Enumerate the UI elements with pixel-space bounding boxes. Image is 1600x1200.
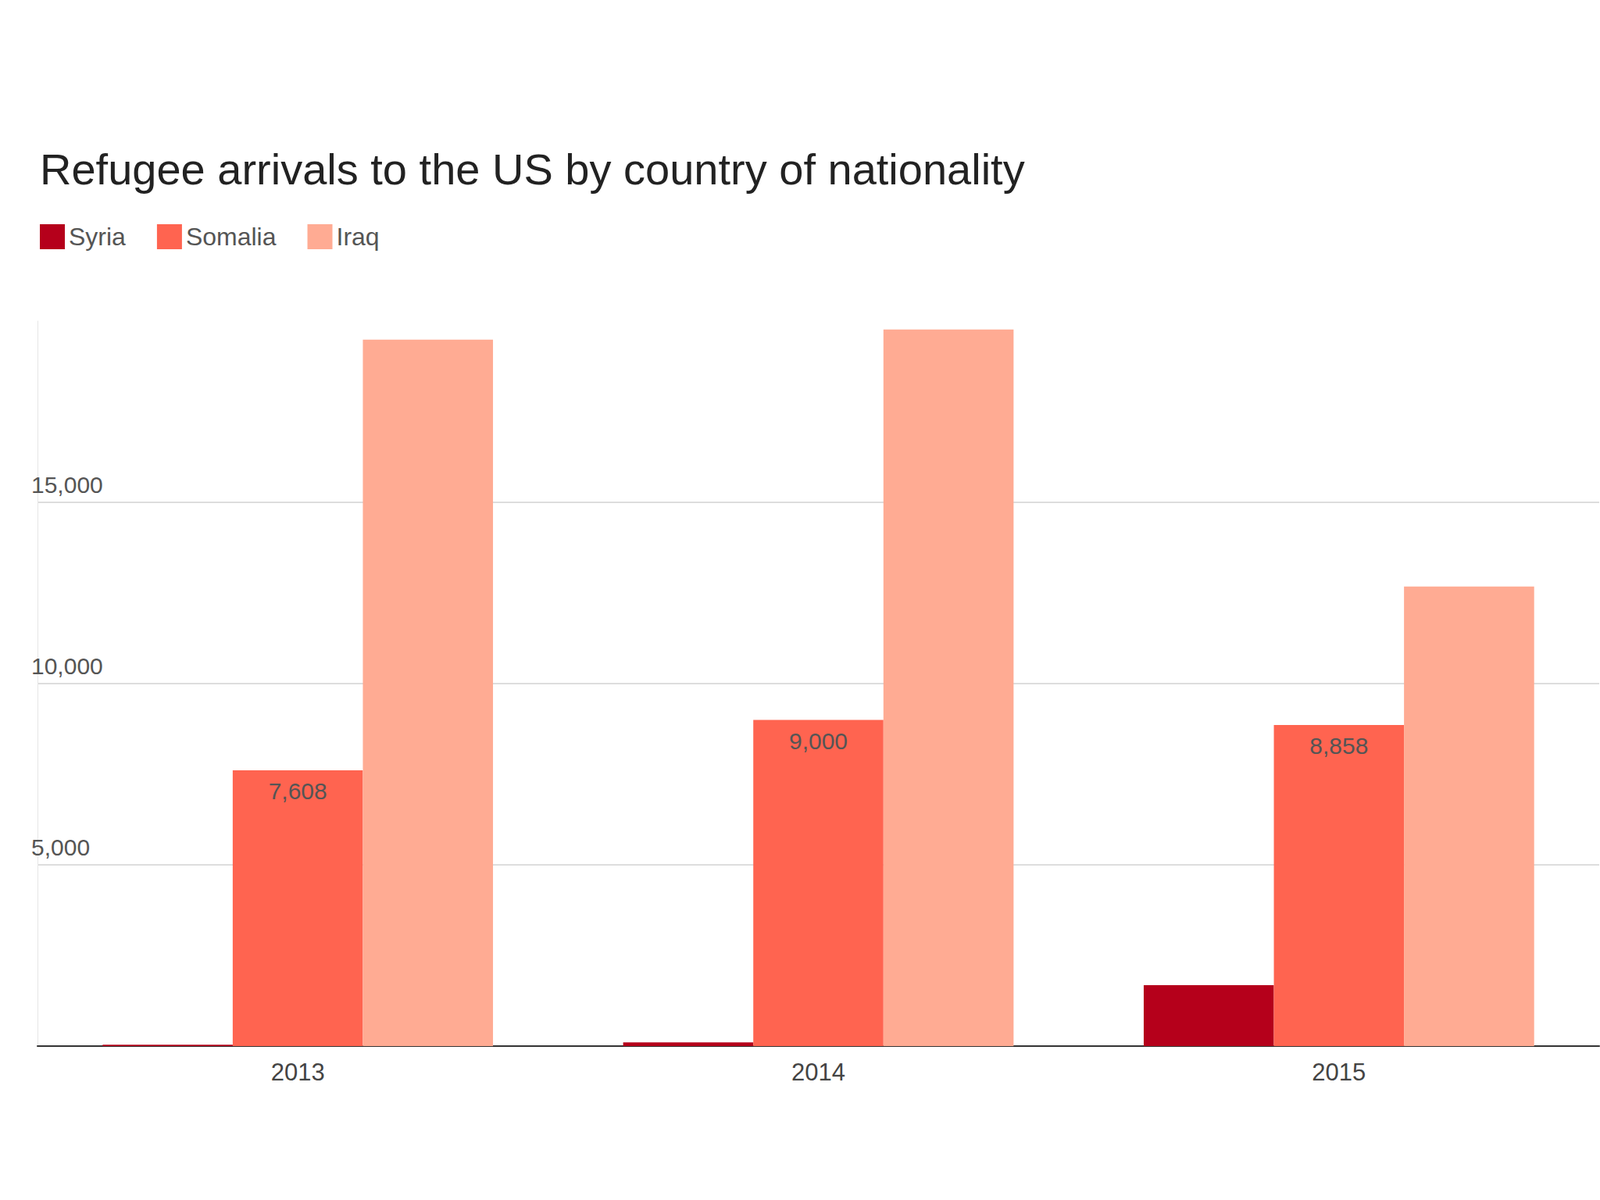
svg-text:2015: 2015 [1311,1058,1366,1086]
svg-text:Syria: Syria [68,222,126,251]
svg-text:2013: 2013 [271,1058,325,1086]
svg-text:5,000: 5,000 [31,834,90,861]
svg-text:10,000: 10,000 [31,653,104,679]
svg-text:7,608: 7,608 [268,778,328,804]
svg-text:15,000: 15,000 [31,471,104,498]
svg-text:2014: 2014 [791,1058,846,1086]
svg-text:8,858: 8,858 [1309,732,1368,759]
svg-text:Somalia: Somalia [185,222,277,251]
svg-text:Iraq: Iraq [336,222,380,251]
svg-text:9,000: 9,000 [789,728,848,754]
svg-text:Refugee arrivals to the US by: Refugee arrivals to the US by country of… [39,144,1025,194]
